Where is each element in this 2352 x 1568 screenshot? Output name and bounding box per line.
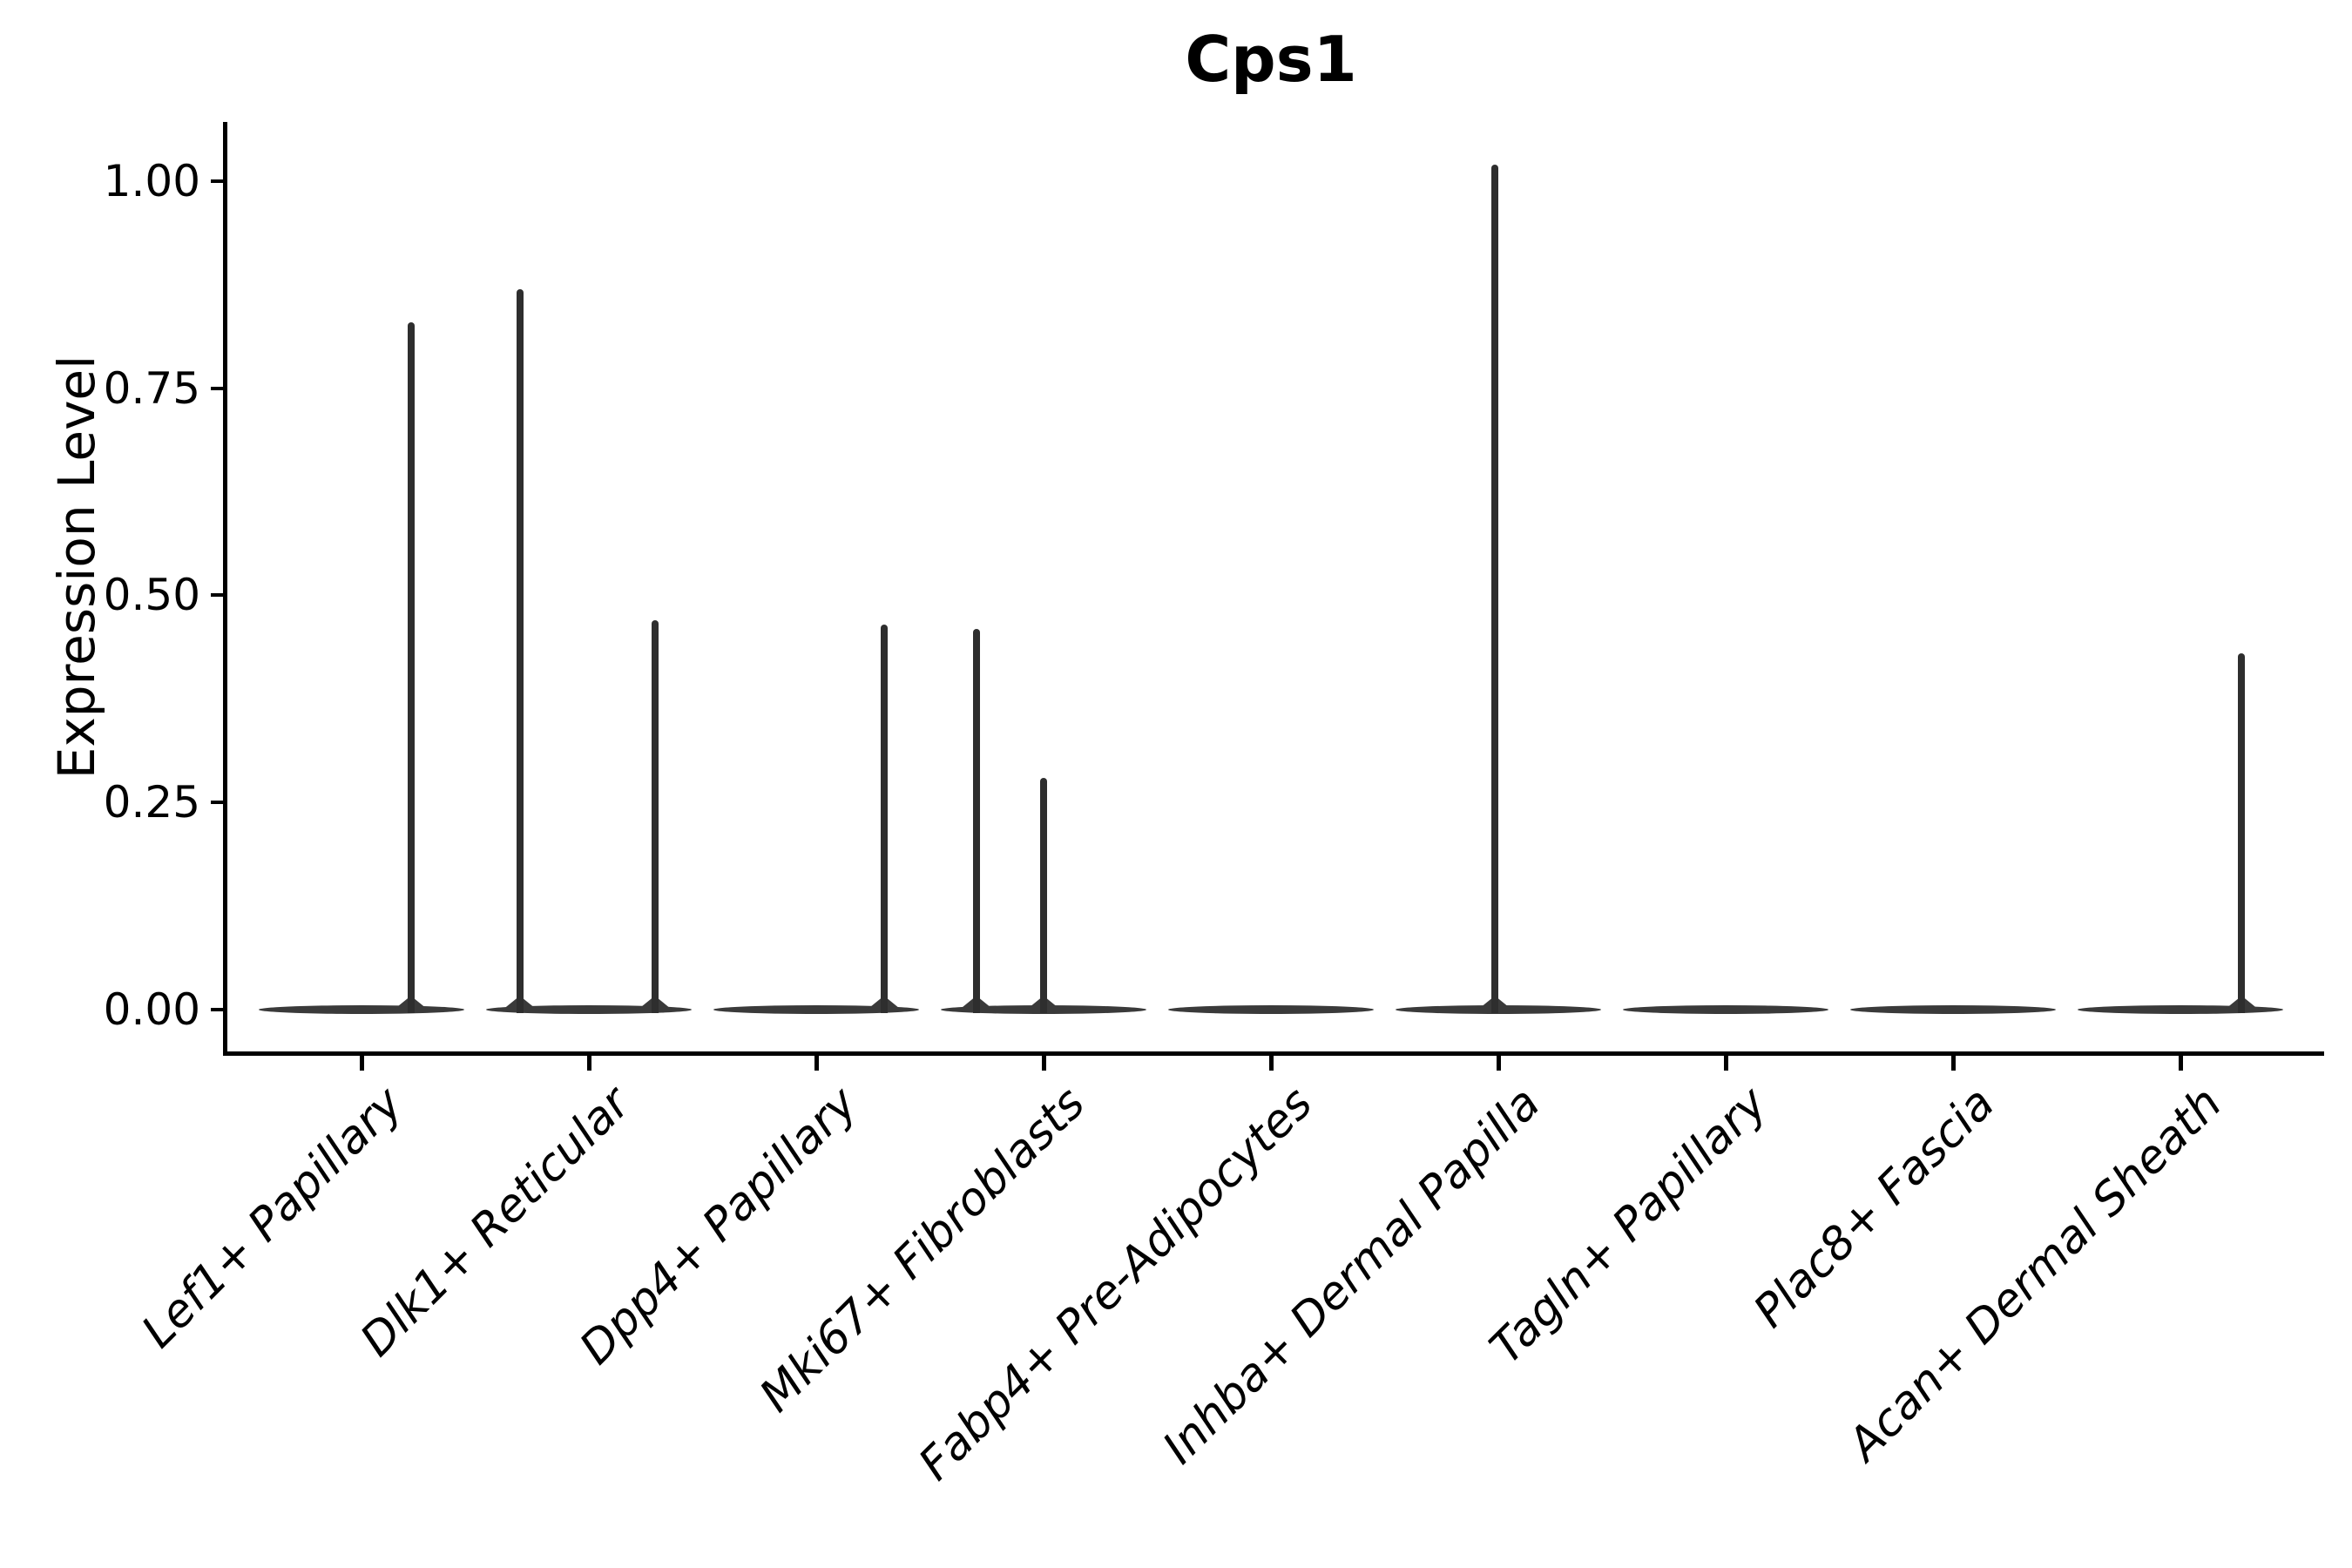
x-category-label-plac8-fascia: Plac8+ Fascia <box>1744 1077 2005 1338</box>
x-tick-mark <box>2179 1056 2184 1071</box>
violin-spike <box>1491 164 1499 1013</box>
x-tick-mark <box>359 1056 364 1071</box>
x-tick-mark <box>1497 1056 1502 1071</box>
y-tick-label: 1.00 <box>103 155 200 206</box>
x-category-label-inhba-dermal-papilla: Inhba+ Dermal Papilla <box>1152 1077 1551 1475</box>
x-tick-mark <box>1269 1056 1274 1071</box>
plot-title: Cps1 <box>1185 23 1357 96</box>
y-tick-label: 0.50 <box>103 570 200 621</box>
violin-spike <box>1039 777 1047 1013</box>
x-tick-mark <box>1724 1056 1729 1071</box>
x-tick-mark <box>814 1056 819 1071</box>
violin-spike <box>651 620 659 1013</box>
x-category-label-acan-dermal-sheath: Acan+ Dermal Sheath <box>1838 1077 2233 1471</box>
violin-spike <box>2238 653 2246 1013</box>
y-tick-mark <box>211 1007 223 1011</box>
y-tick-mark <box>211 593 223 598</box>
y-tick-mark <box>211 801 223 805</box>
y-axis-spine <box>223 122 227 1056</box>
violin-body <box>1623 1004 1829 1014</box>
y-axis-label: Expression Level <box>47 355 106 780</box>
violin-body <box>2078 1004 2284 1014</box>
x-category-label-fabp4-pre-adipocytes: Fabp4+ Pre-Adipocytes <box>909 1077 1323 1491</box>
violin-spike <box>880 624 888 1013</box>
violin-spike <box>407 321 415 1013</box>
violin-spike <box>516 288 524 1013</box>
violin-body <box>1850 1004 2057 1014</box>
y-tick-label: 0.00 <box>103 983 200 1035</box>
y-tick-label: 0.75 <box>103 362 200 414</box>
violin-body <box>713 1004 919 1014</box>
y-tick-mark <box>211 386 223 390</box>
violin-body <box>1168 1004 1374 1014</box>
violin-body <box>258 1004 464 1014</box>
y-tick-mark <box>211 179 223 183</box>
violin-body <box>485 1004 692 1014</box>
x-tick-mark <box>1951 1056 1957 1071</box>
x-tick-mark <box>586 1056 591 1071</box>
y-tick-label: 0.25 <box>103 777 200 828</box>
x-tick-mark <box>1041 1056 1046 1071</box>
x-axis-spine <box>223 1051 2324 1056</box>
violin-spike <box>972 628 980 1013</box>
